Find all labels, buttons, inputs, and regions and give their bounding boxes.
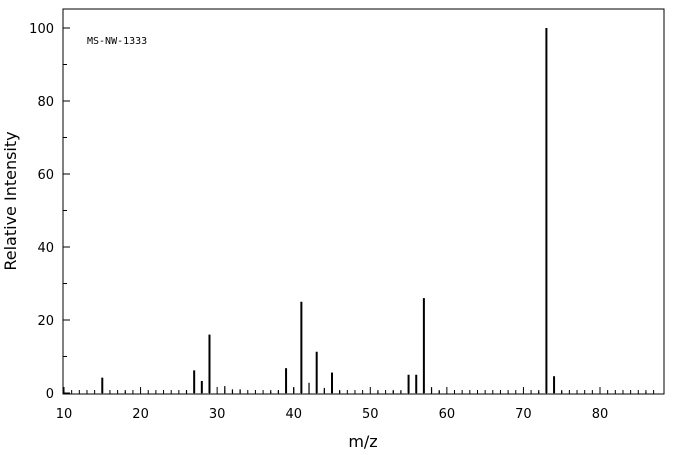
spectrum-peak [538, 391, 540, 393]
y-tick-label: 60 [37, 168, 54, 183]
spectrum-peak [124, 391, 126, 393]
spectrum-peak [438, 391, 440, 393]
y-tick-label: 20 [37, 314, 54, 329]
y-axis-ticks [63, 27, 70, 394]
x-tick-label: 80 [592, 407, 609, 422]
y-tick-label: 80 [37, 95, 54, 110]
spectrum-peak [101, 377, 104, 393]
spectrum-peak [331, 372, 333, 393]
x-axis-ticks [63, 387, 655, 394]
spectrum-peak [193, 370, 196, 393]
x-tick-label: 40 [285, 407, 302, 422]
x-tick-label: 50 [362, 407, 379, 422]
x-axis-tick-labels: 10 20 30 40 50 60 70 80 [56, 407, 609, 422]
spectrum-peak [293, 387, 295, 393]
spectrum-peak [392, 390, 394, 393]
x-tick-label: 60 [439, 407, 456, 422]
spectrum-peak [231, 389, 234, 393]
spectrum-peak [277, 390, 279, 393]
y-axis-tick-labels: 0 20 40 60 80 100 [29, 22, 54, 402]
spectrum-peaks [101, 28, 647, 393]
y-tick-label: 0 [46, 387, 54, 402]
x-tick-label: 30 [209, 407, 226, 422]
spectrum-peak [300, 301, 303, 393]
spectrum-peak [339, 390, 341, 393]
spectrum-peak [224, 386, 226, 393]
spectrum-peak [645, 391, 647, 393]
x-tick-label: 10 [56, 407, 73, 422]
spectrum-peak [315, 351, 318, 393]
spectrum-peak [185, 390, 188, 393]
spectrum-peak [561, 391, 563, 393]
y-tick-label: 40 [37, 241, 54, 256]
spectrum-peak [422, 298, 425, 393]
plot-frame [62, 8, 665, 395]
x-axis-label: m/z [348, 432, 377, 451]
x-tick-label: 20 [132, 407, 149, 422]
spectrum-peak [308, 382, 310, 393]
spectrum-id-annotation: MS-NW-1333 [87, 36, 147, 47]
spectrum-peak [270, 391, 272, 393]
spectrum-peak [200, 380, 203, 393]
spectrum-peak [285, 368, 288, 393]
y-axis-label: Relative Intensity [1, 131, 20, 270]
spectrum-peak [239, 389, 241, 393]
spectrum-peak [430, 387, 433, 393]
spectrum-peak [400, 391, 402, 393]
spectrum-peak [407, 374, 410, 393]
y-tick-label: 100 [29, 22, 54, 37]
x-tick-label: 70 [515, 407, 532, 422]
spectrum-peak [208, 334, 211, 393]
spectrum-peak [553, 376, 556, 393]
spectrum-peak [415, 374, 418, 393]
spectrum-peak [377, 391, 379, 393]
spectrum-peak [545, 28, 548, 393]
spectrum-peak [323, 387, 325, 393]
